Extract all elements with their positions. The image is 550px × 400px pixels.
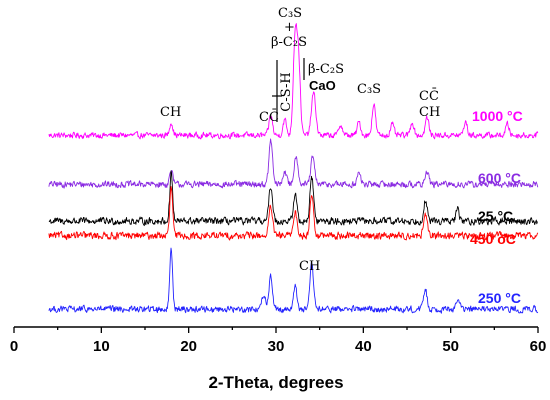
annot-bc2s-1: β-C₂S bbox=[271, 35, 307, 50]
x-tick-label: 50 bbox=[442, 338, 459, 355]
x-tick-label: 40 bbox=[355, 338, 372, 355]
peak-annotations: CH CC̄ C-S-H C₃S + β-C₂S β-C₂S CaO C₃S C… bbox=[160, 6, 440, 274]
series-line-4 bbox=[48, 247, 539, 314]
series-line-0 bbox=[48, 23, 539, 140]
x-axis-label: 2-Theta, degrees bbox=[208, 373, 343, 392]
series-label-25: 25 °C bbox=[478, 208, 513, 224]
annot-c3s-top: C₃S bbox=[278, 6, 302, 21]
annot-plus: + bbox=[284, 20, 295, 35]
annot-cao: CaO bbox=[309, 78, 336, 93]
x-tick-label: 0 bbox=[10, 338, 18, 355]
series-line-3 bbox=[48, 185, 539, 241]
series-layer bbox=[48, 23, 539, 314]
annot-csh: C-S-H bbox=[279, 72, 294, 111]
x-tick-label: 60 bbox=[530, 338, 547, 355]
series-label-600: 600 °C bbox=[478, 170, 521, 186]
annot-cc-29: CC̄ bbox=[259, 109, 279, 125]
annot-cc-47: CC̄ bbox=[419, 88, 439, 104]
annot-c3s-41: C₃S bbox=[357, 82, 381, 97]
series-line-2 bbox=[48, 170, 538, 227]
annot-ch-34: CH bbox=[299, 259, 320, 274]
x-tick-label: 30 bbox=[268, 338, 285, 355]
series-label-1000: 1000 °C bbox=[472, 108, 523, 124]
x-tick-label: 10 bbox=[93, 338, 110, 355]
annot-ch-47: CH bbox=[419, 105, 440, 120]
series-line-1 bbox=[48, 138, 539, 189]
x-ticks: 0 10 20 30 40 50 60 bbox=[10, 327, 547, 355]
series-label-250: 250 °C bbox=[478, 290, 521, 306]
series-label-450: 450 oC bbox=[470, 231, 516, 247]
annot-ch-18: CH bbox=[160, 105, 181, 120]
x-tick-label: 20 bbox=[180, 338, 197, 355]
annot-bc2s-2: β-C₂S bbox=[308, 62, 344, 77]
